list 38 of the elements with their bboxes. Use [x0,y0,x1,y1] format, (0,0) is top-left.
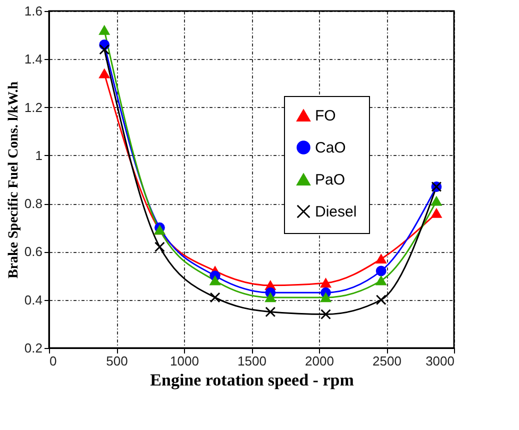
point [265,292,276,302]
y-tick-label: 0.6 [24,244,42,260]
x-tick-label: 2000 [305,354,334,368]
point [210,292,220,303]
point [99,68,110,78]
point [376,254,386,264]
point [376,276,386,286]
point [99,44,110,55]
x-tick-label: 2500 [372,354,402,368]
x-tick-label: 3000 [426,354,454,368]
legend-label: PaO [315,172,346,188]
y-tick-label: 0.2 [24,340,42,356]
point [376,266,386,276]
legend-label: Diesel [315,204,357,220]
legend-label: FO [315,108,336,124]
point [320,278,331,288]
x-tick-label: 1500 [238,354,266,368]
point [376,294,386,306]
y-tick-label: 0.8 [24,196,42,212]
x-tick-label: 0 [50,354,57,368]
point [210,276,220,286]
point [99,26,110,35]
point [265,306,276,318]
y-tick-label: 1.4 [24,52,42,67]
x-tick-label: 1000 [170,354,199,368]
x-axis-title: Engine rotation speed - rpm [150,370,354,390]
y-tick-label: 1.2 [24,100,42,115]
legend-label: CaO [315,140,346,156]
point [431,196,442,206]
y-tick-label: 0.4 [24,292,42,308]
y-tick-label: 1.6 [24,4,42,18]
point [431,208,442,218]
point [154,242,165,252]
y-axis-title: Brake Specific Fuel Cons. l/kW.h [6,81,22,279]
point [320,309,331,320]
y-tick-label: 1 [35,148,42,163]
x-tick-label: 500 [106,354,128,368]
point [320,292,331,302]
